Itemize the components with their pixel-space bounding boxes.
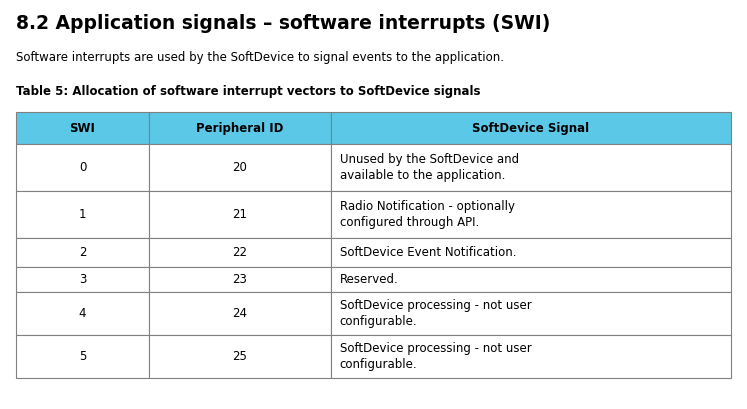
Bar — [149, 267, 331, 292]
Bar — [331, 267, 731, 292]
Bar — [16, 238, 149, 267]
Bar — [331, 191, 731, 238]
Bar — [16, 335, 149, 378]
Text: SWI: SWI — [69, 122, 96, 135]
Text: 20: 20 — [232, 161, 247, 174]
Text: 2: 2 — [78, 246, 86, 259]
Bar — [149, 191, 331, 238]
Text: 1: 1 — [78, 208, 86, 221]
Bar — [149, 238, 331, 267]
Bar — [331, 238, 731, 267]
Bar — [16, 191, 149, 238]
Text: 22: 22 — [232, 246, 247, 259]
Text: 3: 3 — [78, 273, 86, 286]
Bar — [16, 267, 149, 292]
Text: 23: 23 — [232, 273, 247, 286]
Text: SoftDevice Event Notification.: SoftDevice Event Notification. — [340, 246, 516, 259]
Text: SoftDevice Signal: SoftDevice Signal — [472, 122, 589, 135]
Text: SoftDevice processing - not user
configurable.: SoftDevice processing - not user configu… — [340, 299, 531, 328]
Bar — [149, 112, 331, 144]
Bar — [331, 335, 731, 378]
Bar — [149, 292, 331, 335]
Text: Radio Notification - optionally
configured through API.: Radio Notification - optionally configur… — [340, 200, 515, 229]
Text: Peripheral ID: Peripheral ID — [196, 122, 283, 135]
Text: 0: 0 — [78, 161, 86, 174]
Text: 5: 5 — [78, 350, 86, 363]
Bar — [331, 292, 731, 335]
Text: 25: 25 — [232, 350, 247, 363]
Text: Table 5: Allocation of software interrupt vectors to SoftDevice signals: Table 5: Allocation of software interrup… — [16, 85, 481, 98]
Bar — [16, 144, 149, 191]
Text: SoftDevice processing - not user
configurable.: SoftDevice processing - not user configu… — [340, 342, 531, 371]
Bar — [331, 144, 731, 191]
Text: Software interrupts are used by the SoftDevice to signal events to the applicati: Software interrupts are used by the Soft… — [16, 51, 504, 64]
Text: 8.2 Application signals – software interrupts (SWI): 8.2 Application signals – software inter… — [16, 14, 551, 33]
Text: 24: 24 — [232, 307, 247, 320]
Bar — [149, 335, 331, 378]
Text: Reserved.: Reserved. — [340, 273, 398, 286]
Bar — [331, 112, 731, 144]
Bar — [16, 112, 149, 144]
Bar — [149, 144, 331, 191]
Bar — [16, 292, 149, 335]
Text: Unused by the SoftDevice and
available to the application.: Unused by the SoftDevice and available t… — [340, 153, 518, 182]
Text: 4: 4 — [78, 307, 86, 320]
Text: 21: 21 — [232, 208, 247, 221]
